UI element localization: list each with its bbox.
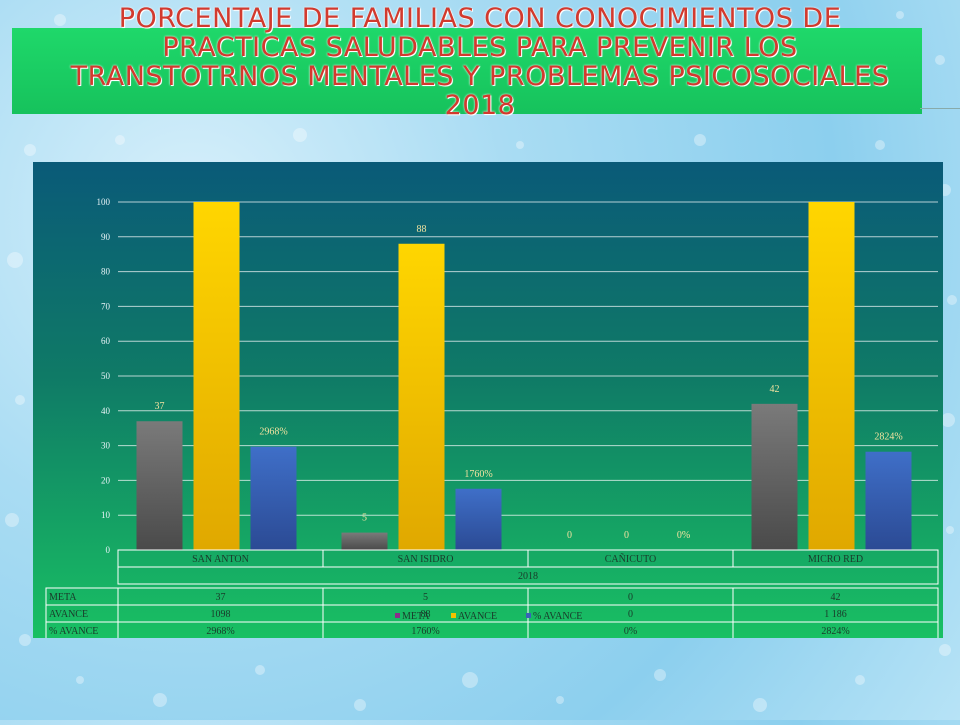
y-tick-label: 70	[101, 301, 111, 311]
bar-meta-3	[751, 403, 798, 550]
table-row	[45, 621, 939, 640]
bar-avance-1	[398, 243, 445, 550]
category-label: CAÑICUTO	[605, 553, 656, 565]
legend-swatch	[526, 613, 531, 618]
category-label: SAN ANTON	[192, 554, 249, 565]
y-tick-label: 20	[101, 475, 111, 485]
table-cell: 37	[216, 592, 226, 603]
legend-swatch	[395, 613, 400, 618]
bar-meta-1	[341, 532, 388, 550]
data-label: 1760%	[464, 469, 492, 480]
row-header: AVANCE	[49, 609, 88, 620]
category-label: SAN ISIDRO	[398, 554, 454, 565]
y-tick-label: 60	[101, 336, 111, 346]
data-label: 0%	[677, 530, 690, 541]
title-underline	[920, 108, 960, 109]
legend-label: % AVANCE	[533, 611, 582, 622]
y-tick-label: 100	[97, 197, 111, 207]
legend-label: AVANCE	[458, 611, 497, 622]
table-cell: 0	[628, 609, 633, 620]
table-cell: 0%	[624, 626, 637, 637]
bar--avance-1	[455, 488, 502, 550]
y-tick-label: 30	[101, 441, 111, 451]
table-cell: 0	[628, 592, 633, 603]
category-label: MICRO RED	[808, 554, 863, 565]
y-tick-label: 90	[101, 232, 111, 242]
bar--avance-3	[865, 451, 912, 550]
y-tick-label: 80	[101, 267, 111, 277]
y-tick-label: 0	[106, 545, 111, 555]
row-header: % AVANCE	[49, 626, 98, 637]
table-group-row	[117, 566, 939, 585]
title-line-1: PORCENTAJE DE FAMILIAS CON CONOCIMIENTOS…	[118, 3, 842, 34]
table-row	[45, 587, 939, 606]
y-tick-label: 50	[101, 371, 111, 381]
table-cell: 1098	[211, 609, 231, 620]
data-label: 2824%	[874, 432, 902, 443]
data-label: 5	[362, 513, 367, 524]
data-label: 37	[155, 401, 165, 412]
y-tick-label: 40	[101, 406, 111, 416]
data-label: 42	[770, 384, 780, 395]
data-label: 0	[567, 530, 572, 541]
title-line-4: 2018	[444, 90, 516, 121]
table-cell: 1760%	[411, 626, 439, 637]
bar-avance-3	[808, 202, 855, 550]
chart-title: PORCENTAJE DE FAMILIAS CON CONOCIMIENTOS…	[10, 4, 950, 120]
chart-area: 0 10 20 30 40 50 60 70 80 90 100 37 2968% 5 88 1760% 0 0 0…	[33, 162, 943, 640]
y-tick-label: 10	[101, 510, 111, 520]
table-cell: 2824%	[821, 626, 849, 637]
data-label: 88	[417, 224, 427, 235]
table-cell: 5	[423, 592, 428, 603]
data-label: 2968%	[259, 427, 287, 438]
bar-avance-0	[193, 202, 240, 550]
bar--avance-0	[250, 446, 297, 550]
bar-meta-0	[136, 421, 183, 550]
table-cell: 2968%	[206, 626, 234, 637]
title-line-2: PRACTICAS SALUDABLES PARA PREVENIR LOS	[162, 32, 798, 63]
table-cell: 1 186	[824, 609, 847, 620]
table-cell: 88	[421, 609, 431, 620]
legend-swatch	[451, 613, 456, 618]
row-header: META	[49, 592, 77, 603]
table-cell: 42	[831, 592, 841, 603]
title-band	[12, 28, 922, 114]
legend-label: META	[402, 611, 430, 622]
data-label: 0	[624, 530, 629, 541]
group-label: 2018	[518, 571, 538, 582]
title-line-3: TRANSTOTRNOS MENTALES Y PROBLEMAS PSICOS…	[70, 61, 890, 92]
